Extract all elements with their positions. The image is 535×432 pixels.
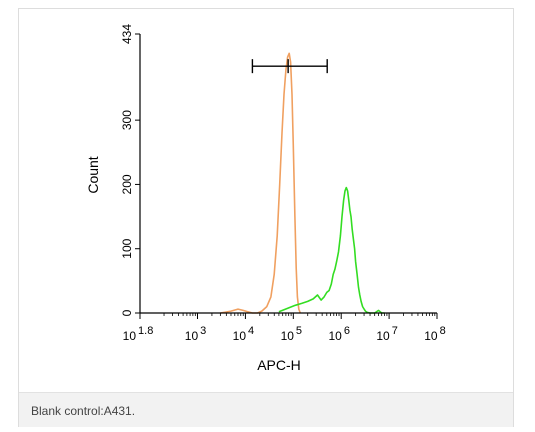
x-tick-exponent: 6 — [344, 325, 350, 337]
x-tick-label: 10 7 — [376, 325, 397, 343]
x-tick-exponent: 8 — [440, 325, 446, 337]
x-tick-label: 10 6 — [328, 325, 349, 343]
y-axis-label: Count — [85, 156, 101, 193]
series-line-sample — [278, 186, 385, 314]
x-tick-label: 10 5 — [281, 325, 302, 343]
figure-card: 0 100 200 300 434 10 1.8 10 3 10 4 10 5 10 6 10 7 10 8 APC… — [18, 8, 514, 427]
y-tick-label: 434 — [120, 24, 134, 44]
x-tick-label: 10 8 — [424, 325, 445, 343]
series-group — [220, 52, 385, 314]
y-tick-label: 200 — [120, 174, 134, 194]
y-tick-label: 100 — [120, 238, 134, 258]
gate-marker — [251, 59, 328, 74]
axes-group: 0 100 200 300 434 10 1.8 10 3 10 4 10 5 10 6 10 7 10 8 — [120, 24, 446, 343]
x-axis-label: APC-H — [257, 357, 301, 373]
x-tick-exponent: 7 — [392, 325, 398, 337]
x-tick-label: 10 1.8 — [123, 325, 154, 343]
figure-caption: Blank control:A431. — [31, 404, 136, 418]
x-tick-label: 10 3 — [185, 325, 206, 343]
histogram-chart: 0 100 200 300 434 10 1.8 10 3 10 4 10 5 10 6 10 7 10 8 APC… — [85, 24, 446, 373]
x-tick-exponent: 4 — [248, 325, 254, 337]
caption-bar: Blank control:A431. — [19, 392, 513, 427]
x-tick-label: 10 4 — [233, 325, 254, 343]
series-line-control — [220, 52, 302, 314]
x-tick-exponent: 1.8 — [138, 325, 153, 337]
figure-area: 0 100 200 300 434 10 1.8 10 3 10 4 10 5 10 6 10 7 10 8 APC… — [19, 9, 513, 392]
x-tick-exponent: 5 — [296, 325, 302, 337]
y-tick-label: 300 — [120, 110, 134, 130]
y-tick-label: 0 — [120, 309, 134, 316]
x-tick-exponent: 3 — [200, 325, 206, 337]
